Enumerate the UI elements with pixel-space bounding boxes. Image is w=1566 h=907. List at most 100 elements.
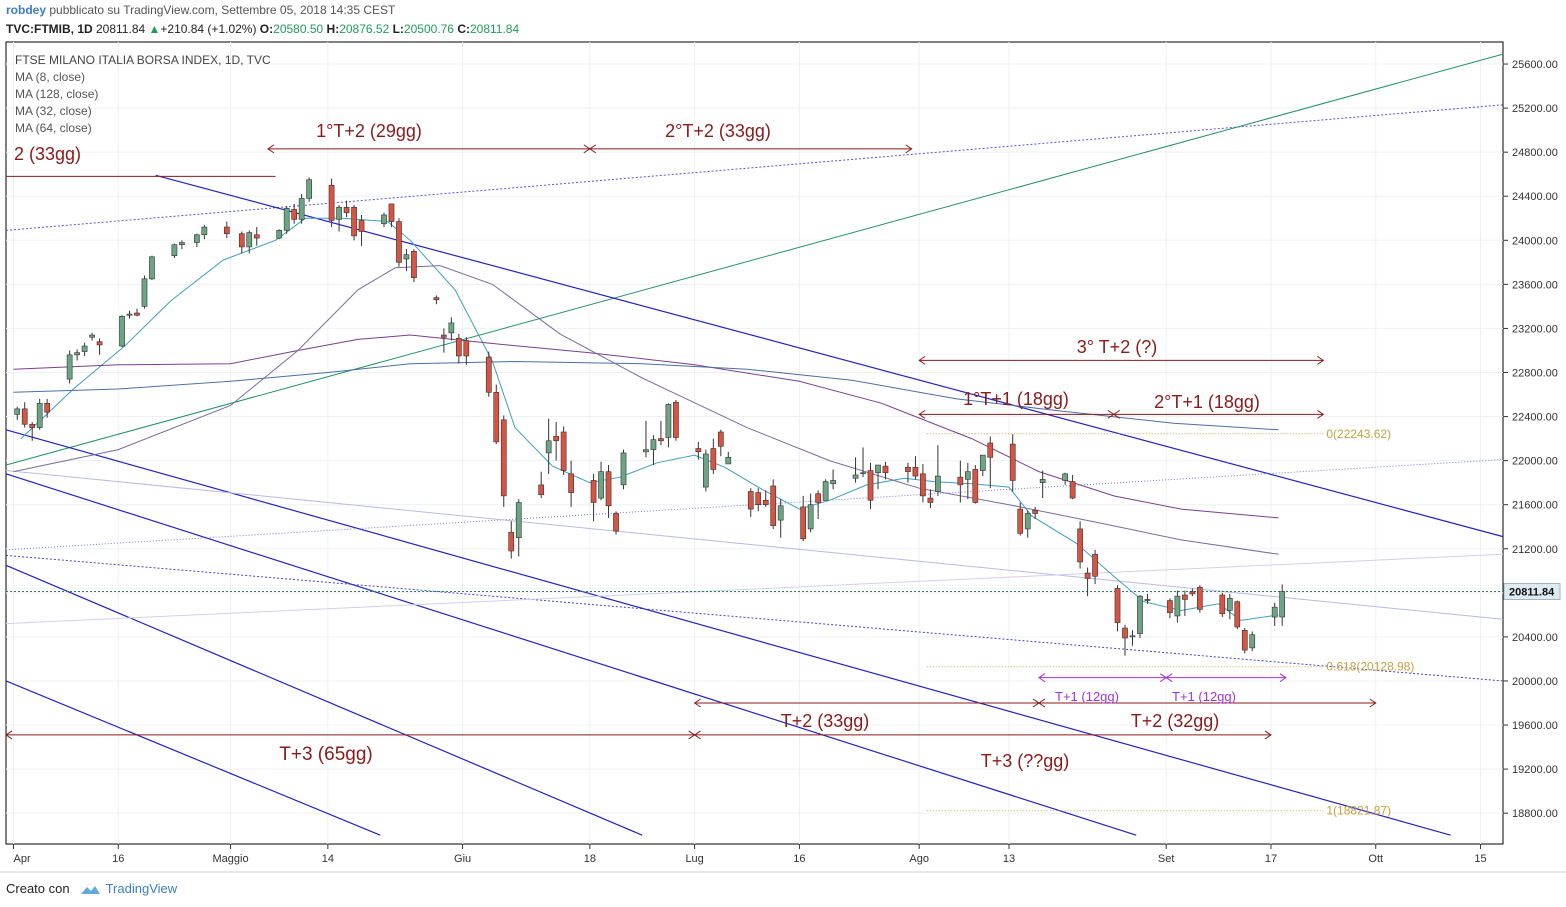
candle-up — [89, 334, 95, 338]
ma-line — [20, 217, 1279, 621]
candle-up — [448, 322, 455, 334]
candle-up — [14, 408, 21, 415]
arrow-head — [1279, 673, 1287, 683]
candle-down — [800, 506, 806, 540]
candle-up — [126, 313, 133, 316]
candle-up — [1024, 513, 1031, 530]
candle-down — [238, 233, 245, 248]
candle-down — [1241, 629, 1248, 651]
candle-down — [441, 334, 447, 338]
arrow-head — [1317, 409, 1325, 419]
candle-down — [695, 448, 702, 453]
candle-up — [336, 206, 342, 220]
fibonacci-levels: 0(22243.62) 0.618(20128.98) 1(18821.87) — [926, 427, 1414, 818]
candle-up — [777, 505, 784, 521]
candle-up — [545, 440, 552, 454]
annotation-label: T+2 (33gg) — [781, 711, 870, 731]
time-axis[interactable]: Apr 16 Maggio 14 Giu 18 Lug 16 Ago 13 Set 17 Ott 15 — [12, 844, 1487, 865]
arrow-head — [5, 730, 13, 740]
last-price-badge — [1503, 583, 1561, 601]
candle-down — [658, 438, 664, 442]
y-tick-label: 22000.00 — [1512, 456, 1558, 468]
tradingview-brand[interactable]: TradingView — [105, 881, 178, 896]
candle-up — [822, 481, 829, 501]
y-tick-label: 20400.00 — [1512, 632, 1558, 644]
annotations: T+3 (65gg) T+2 (33gg) T+3 (??gg) T+2 (32gg)… — [5, 121, 1377, 771]
candle-down — [1114, 588, 1121, 623]
ohlc-part: +210.84 (+1.02%) — [160, 22, 260, 36]
candle-up — [598, 471, 604, 499]
ohlc-part: ▲ — [148, 22, 161, 36]
candle-up — [643, 449, 649, 453]
candle-down — [343, 206, 350, 214]
fib-level-label: 0(22243.62) — [1326, 427, 1391, 441]
candle-up — [875, 464, 881, 474]
ma-line — [13, 334, 1279, 519]
candle-down — [29, 423, 36, 428]
trendline — [5, 470, 1504, 620]
candle-down — [1092, 553, 1098, 577]
candle-down — [673, 401, 679, 438]
arrow-head — [905, 144, 913, 154]
candle-down — [1167, 600, 1173, 613]
candle-up — [1279, 591, 1286, 618]
legend-indicator: MA (32, close) — [15, 104, 92, 118]
candle-down — [433, 297, 440, 301]
x-tick-label: Ott — [1368, 853, 1383, 865]
candle-up — [1271, 606, 1278, 618]
candle-down — [957, 476, 964, 486]
candle-down — [1077, 528, 1083, 563]
candle-down — [411, 251, 417, 279]
candle-down — [987, 442, 994, 458]
y-tick-label: 20000.00 — [1512, 676, 1558, 688]
candle-up — [381, 214, 387, 225]
plot-area[interactable] — [5, 41, 1504, 845]
annotation-label: 2°T+1 (18gg) — [1154, 392, 1260, 412]
candle-down — [770, 485, 777, 526]
candle-down — [762, 499, 769, 505]
annotation-label: T+2 (32gg) — [1131, 711, 1220, 731]
arrow-head — [1038, 673, 1046, 683]
candle-down — [553, 436, 559, 442]
y-tick-label: 25200.00 — [1512, 103, 1558, 115]
ohlc-part: 20500.76 — [403, 22, 458, 36]
y-tick-label: 19600.00 — [1512, 720, 1558, 732]
candle-down — [1032, 509, 1039, 514]
candle-up — [403, 254, 410, 260]
annotation-label: 1°T+1 (18gg) — [963, 389, 1069, 409]
candle-up — [246, 232, 253, 248]
trendline — [5, 564, 643, 836]
annotation-label: T+1 (12gg) — [1055, 689, 1119, 704]
arrow-head — [588, 144, 597, 154]
candle-up — [807, 504, 814, 530]
annotation-label: 1°T+2 (29gg) — [316, 121, 422, 141]
candle-down — [1009, 443, 1016, 481]
annotation-label: 3° T+2 (?) — [1077, 337, 1157, 357]
grid — [6, 42, 1503, 844]
ohlc-part: 20811.84 — [92, 22, 149, 36]
candle-up — [979, 454, 986, 471]
candle-down — [96, 341, 103, 346]
ohlc-part: 20580.50 — [273, 22, 327, 36]
candle-down — [223, 226, 230, 234]
price-axis[interactable]: 18800.00 19200.00 19600.00 20000.00 20400.00… — [1503, 59, 1561, 820]
candle-down — [328, 184, 335, 221]
x-tick-label: Apr — [13, 853, 30, 865]
ohlc-part: 20811.84 — [469, 22, 520, 36]
legend-indicator: MA (64, close) — [15, 121, 92, 135]
candle-down — [747, 491, 754, 510]
x-tick-label: Giu — [454, 853, 471, 865]
candle-up — [852, 474, 859, 479]
x-tick-label: 18 — [584, 853, 596, 865]
legend-indicator: MA (128, close) — [15, 87, 98, 101]
candle-up — [283, 208, 290, 231]
candle-down — [1122, 627, 1128, 639]
arrow-head — [1317, 355, 1325, 365]
arrow-head — [1112, 409, 1121, 419]
chart-header: robdey pubblicato su TradingView.com, Se… — [6, 3, 395, 17]
candle-down — [44, 403, 51, 413]
author-name[interactable]: robdey — [6, 3, 47, 17]
candle-up — [860, 472, 866, 475]
trendline — [5, 429, 1451, 836]
